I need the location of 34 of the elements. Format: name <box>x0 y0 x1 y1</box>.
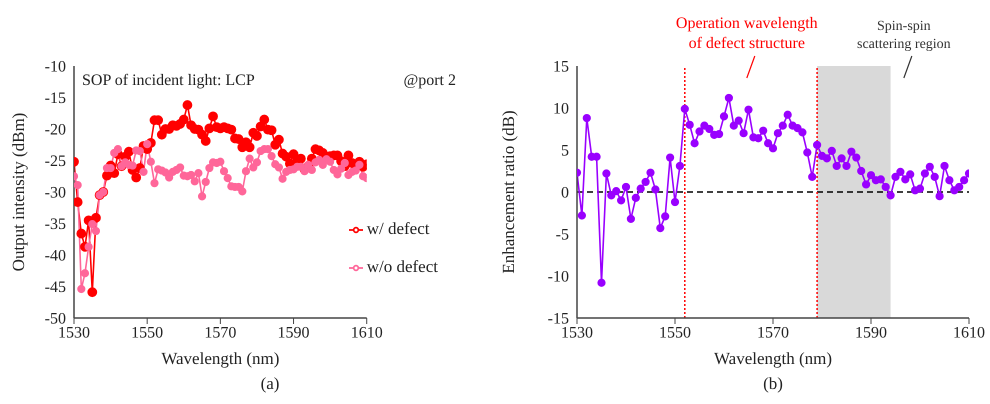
x-axis-title: Wavelength (nm) <box>714 349 832 368</box>
y-tick-label: 10 <box>553 100 569 118</box>
x-tick-label: 1550 <box>131 324 164 342</box>
y-tick-label: 15 <box>553 58 569 76</box>
y-tick-label: -15 <box>44 90 66 108</box>
y-tick-label: 0 <box>561 184 569 202</box>
x-tick-label: 1590 <box>855 324 887 342</box>
text: (a) <box>260 374 280 394</box>
x-tick-label: 1610 <box>350 324 383 342</box>
x-tick-label: 1590 <box>278 324 310 342</box>
y-tick-label: -10 <box>548 268 569 286</box>
band-label: Spin-spin scattering region <box>857 19 951 52</box>
x-axis-title: Wavelength (nm) <box>161 349 280 368</box>
ref-line-label: Operation wavelength of defect structure <box>676 15 818 52</box>
x-tick-label: 1570 <box>757 324 789 342</box>
y-axis-title: Enhancement ratio (dB) <box>499 110 518 274</box>
y-tick-label: -35 <box>44 216 66 234</box>
y-tick-label: -40 <box>44 248 66 265</box>
annotation: SOP of incident light: LCP <box>82 72 255 90</box>
x-tick-label: 1570 <box>204 324 236 342</box>
y-tick-label: 5 <box>561 142 569 160</box>
legend-label: w/ defect <box>366 219 430 238</box>
y-tick-label: -25 <box>44 153 66 170</box>
x-tick-label: 1610 <box>953 324 985 342</box>
legend-label: w/o defect <box>366 257 438 276</box>
y-tick-label: -20 <box>44 122 66 139</box>
x-tick-label: 1550 <box>659 324 691 342</box>
y-tick-label: -10 <box>44 58 66 76</box>
text: (b) <box>762 374 784 394</box>
y-tick-label: -5 <box>556 226 569 244</box>
text: @port 2 <box>403 72 456 90</box>
y-axis-title: Output intensity (dBm) <box>9 112 28 272</box>
y-tick-label: -30 <box>44 184 66 202</box>
y-tick-label: -45 <box>44 279 66 296</box>
